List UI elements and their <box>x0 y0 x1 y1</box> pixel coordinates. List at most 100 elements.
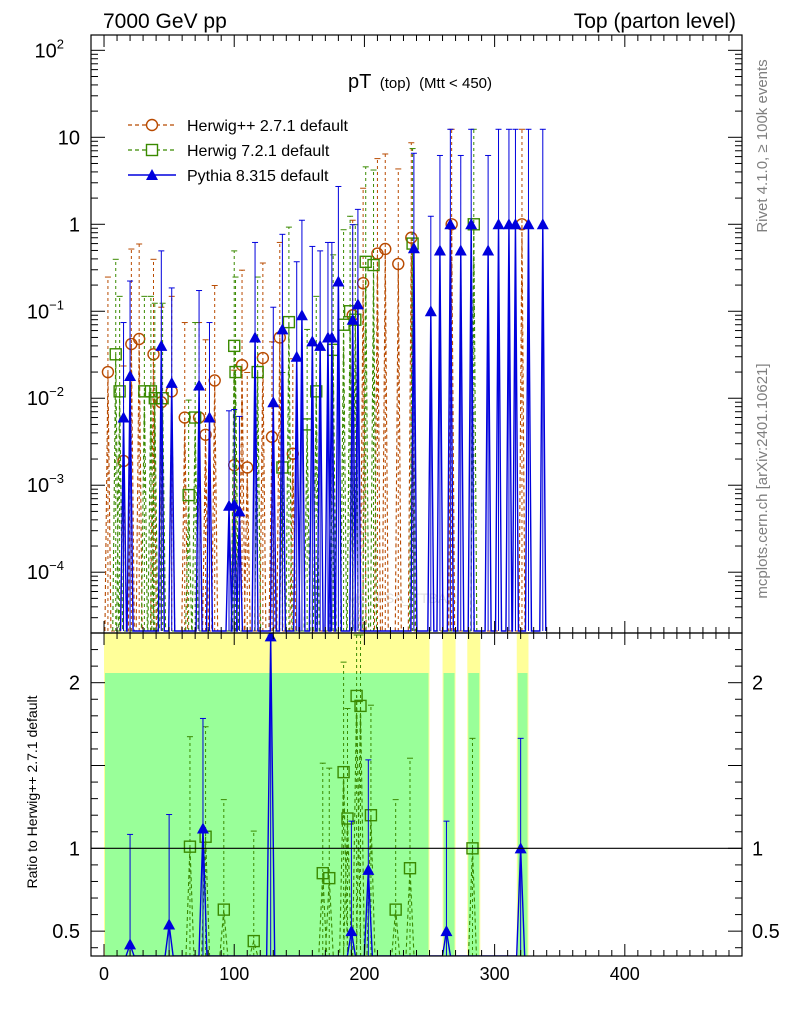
ratio-data-point <box>389 903 402 916</box>
ratio-data-point <box>354 699 367 713</box>
ratio-band-inner <box>517 673 528 956</box>
main-data-point <box>138 385 151 398</box>
legend: Herwig++ 2.7.1 default Herwig 7.2.1 defa… <box>128 118 349 185</box>
y-tick-base: 10 <box>27 301 49 323</box>
ratio-band-inner <box>443 673 455 956</box>
main-data-point <box>228 498 241 510</box>
y-tick-exponent: −3 <box>49 471 64 486</box>
ratio-y-tick-label-right: 2 <box>752 673 763 695</box>
main-data-point <box>359 255 372 269</box>
ratio-data-point <box>124 938 137 950</box>
ratio-data-point <box>323 871 336 885</box>
ratio-data-point <box>403 862 417 875</box>
main-data-point <box>155 339 168 351</box>
main-data-point <box>251 365 264 379</box>
main-data-point <box>444 218 457 230</box>
ratio-y-tick-label: 0.5 <box>52 921 80 943</box>
legend-entry-herwig-pp: Herwig++ 2.7.1 default <box>128 118 349 135</box>
main-data-point <box>424 305 437 317</box>
main-data-point <box>113 385 126 398</box>
main-data-point <box>310 385 323 398</box>
ratio-data-point <box>350 689 363 703</box>
ratio-data-point <box>247 934 260 948</box>
ratio-data-point <box>264 633 277 642</box>
y-tick-exponent: −2 <box>49 384 64 399</box>
ratio-data-point <box>196 822 209 834</box>
ratio-y-label: Ratio to Herwig++ 2.7.1 default <box>24 695 40 888</box>
legend-entry-pythia: Pythia 8.315 default <box>128 168 329 185</box>
main-data-point <box>132 332 146 346</box>
main-data-point <box>229 365 242 379</box>
main-data-point <box>276 323 289 335</box>
ratio-uncertainty-bands <box>104 633 529 956</box>
main-data-point <box>332 275 345 287</box>
y-tick-base: 10 <box>27 388 49 410</box>
ratio-y-tick-label: 1 <box>69 838 80 860</box>
main-data-point <box>306 335 319 347</box>
legend-entry-herwig7: Herwig 7.2.1 default <box>128 143 330 160</box>
ratio-data-point <box>217 903 231 916</box>
ratio-series-line <box>185 695 478 956</box>
y-tick-exponent: −4 <box>49 558 64 573</box>
main-data-point <box>454 244 467 256</box>
y-tick-label: 10 <box>58 127 80 149</box>
main-data-point <box>144 385 158 398</box>
header-right: Top (parton level) <box>574 10 736 33</box>
main-data-point <box>351 298 364 310</box>
main-data-point <box>203 411 216 423</box>
main-data-point <box>265 430 279 444</box>
main-data-point <box>124 370 137 382</box>
main-data-point <box>249 331 262 343</box>
main-data-point <box>379 242 392 256</box>
legend-marker-herwig7 <box>145 143 159 157</box>
y-tick-label: 102 <box>35 36 64 62</box>
main-data-point <box>290 350 303 362</box>
rivet-label: Rivet 4.1.0, ≥ 100k events <box>754 59 771 232</box>
plot-title-main: pT <box>348 71 371 93</box>
main-data-point <box>233 505 246 517</box>
x-tick-label: 400 <box>610 964 640 984</box>
y-tick-label: 10−3 <box>27 471 64 497</box>
main-data-point <box>482 244 495 256</box>
ratio-data-point <box>364 809 378 822</box>
legend-label-pythia: Pythia 8.315 default <box>187 168 329 185</box>
main-data-point <box>241 461 254 474</box>
legend-label-herwig-pp: Herwig++ 2.7.1 default <box>187 118 349 135</box>
y-tick-base: 1 <box>69 214 80 236</box>
main-data-point <box>188 411 202 424</box>
x-tick-label: 300 <box>480 964 510 984</box>
ratio-data-point <box>183 840 197 853</box>
ratio-y-tick-label-right: 0.5 <box>752 921 780 943</box>
main-data-point <box>182 488 195 502</box>
main-data-point <box>465 218 478 230</box>
legend-label-herwig7: Herwig 7.2.1 default <box>187 143 330 160</box>
y-tick-label: 10−2 <box>27 384 64 410</box>
mcplots-label: mcplots.cern.ch [arXiv:2401.10621] <box>754 363 771 598</box>
y-tick-exponent: −1 <box>49 297 64 312</box>
main-data-point <box>314 339 327 351</box>
main-data-point <box>109 348 122 361</box>
main-data-point <box>407 242 420 254</box>
ratio-band-inner <box>468 673 480 956</box>
legend-marker-pythia <box>146 169 158 180</box>
ratio-data-point <box>345 925 358 937</box>
main-data-point <box>445 218 458 231</box>
y-tick-label: 10−1 <box>27 297 64 323</box>
ratio-data-point <box>341 812 354 825</box>
plot-title-sub2: (Mtt < 450) <box>419 75 492 92</box>
main-data-point <box>392 257 405 271</box>
main-data-point <box>325 331 338 343</box>
y-tick-exponent: 2 <box>57 36 64 51</box>
main-data-point <box>509 218 522 230</box>
main-series-layer <box>101 128 549 632</box>
main-data-point <box>228 339 241 353</box>
main-data-point <box>536 218 549 230</box>
ratio-data-point <box>337 765 350 779</box>
ratio-data-point <box>362 863 375 875</box>
main-data-point <box>165 376 178 388</box>
x-tick-label: 100 <box>219 964 249 984</box>
x-tick-label: 200 <box>349 964 379 984</box>
